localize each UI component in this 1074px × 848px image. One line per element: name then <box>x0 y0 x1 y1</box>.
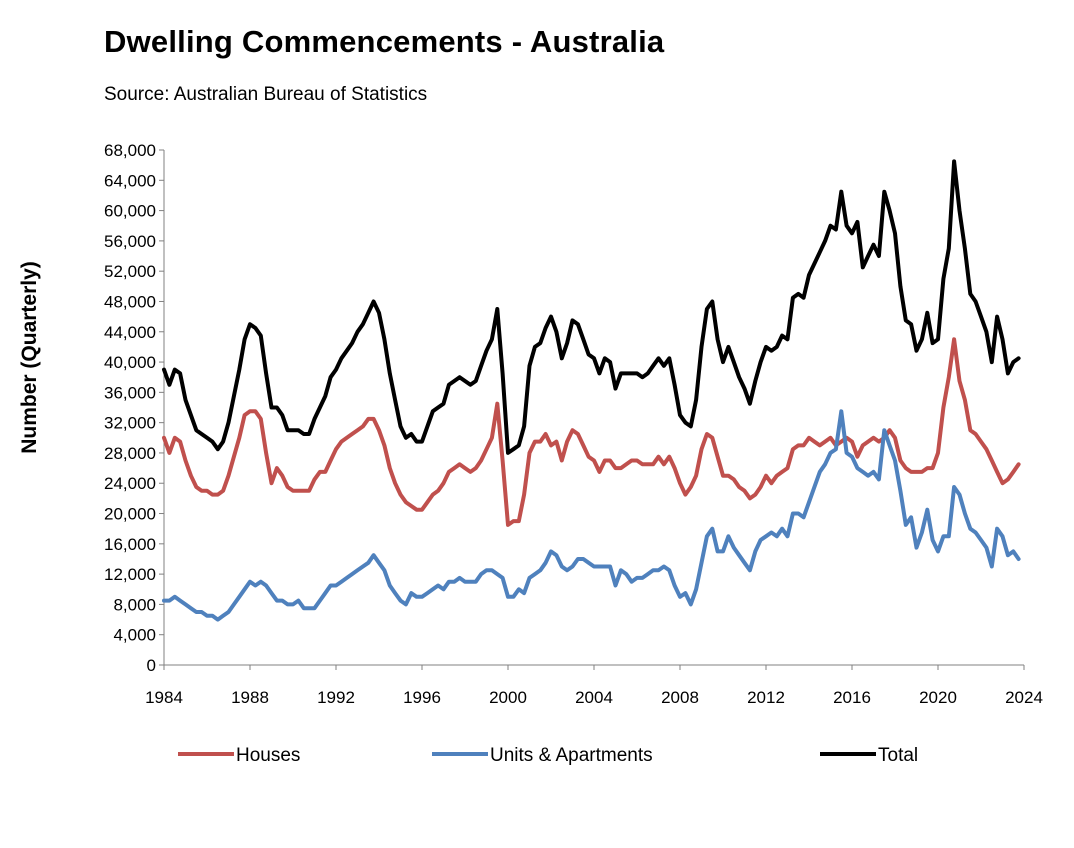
x-tick-label: 1988 <box>231 688 269 707</box>
legend-label: Units & Apartments <box>490 745 653 766</box>
y-tick-label: 56,000 <box>104 232 156 251</box>
x-tick-label: 2000 <box>489 688 527 707</box>
y-tick-label: 28,000 <box>104 444 156 463</box>
x-tick-label: 2008 <box>661 688 699 707</box>
x-tick-label: 2016 <box>833 688 871 707</box>
y-tick-label: 0 <box>147 656 156 675</box>
chart-legend: Houses Units & Apartments Total <box>178 745 918 766</box>
series-line-total <box>162 159 1021 455</box>
series-line-units-apartments <box>162 409 1021 622</box>
x-tick-label: 2004 <box>575 688 613 707</box>
chart-title: Dwelling Commencements - Australia <box>104 24 665 59</box>
y-tick-label: 32,000 <box>104 414 156 433</box>
legend-label: Houses <box>236 745 300 766</box>
y-tick-label: 44,000 <box>104 323 156 342</box>
chart-subtitle: Source: Australian Bureau of Statistics <box>104 84 428 105</box>
y-tick-label: 20,000 <box>104 505 156 524</box>
y-tick-label: 60,000 <box>104 202 156 221</box>
y-tick-label: 40,000 <box>104 353 156 372</box>
y-tick-label: 12,000 <box>104 565 156 584</box>
y-tick-label: 64,000 <box>104 171 156 190</box>
y-tick-label: 68,000 <box>104 141 156 160</box>
y-tick-label: 52,000 <box>104 262 156 281</box>
x-tick-label: 1996 <box>403 688 441 707</box>
x-tick-label: 2020 <box>919 688 957 707</box>
chart-axes: 0 4,000 8,000 12,000 16,000 20,000 24,000 28,00… <box>18 141 1043 707</box>
x-tick-label: 1992 <box>317 688 355 707</box>
y-tick-label: 48,000 <box>104 292 156 311</box>
legend-label: Total <box>878 745 918 766</box>
y-tick-label: 16,000 <box>104 535 156 554</box>
y-tick-label: 8,000 <box>113 595 156 614</box>
y-tick-label: 24,000 <box>104 474 156 493</box>
x-tick-label: 2024 <box>1005 688 1043 707</box>
y-tick-label: 36,000 <box>104 383 156 402</box>
y-tick-label: 4,000 <box>113 626 156 645</box>
y-axis-label: Number (Quarterly) <box>18 261 41 454</box>
x-tick-label: 2012 <box>747 688 785 707</box>
series-line-houses <box>162 337 1021 527</box>
x-tick-label: 1984 <box>145 688 183 707</box>
chart-series <box>162 159 1021 622</box>
